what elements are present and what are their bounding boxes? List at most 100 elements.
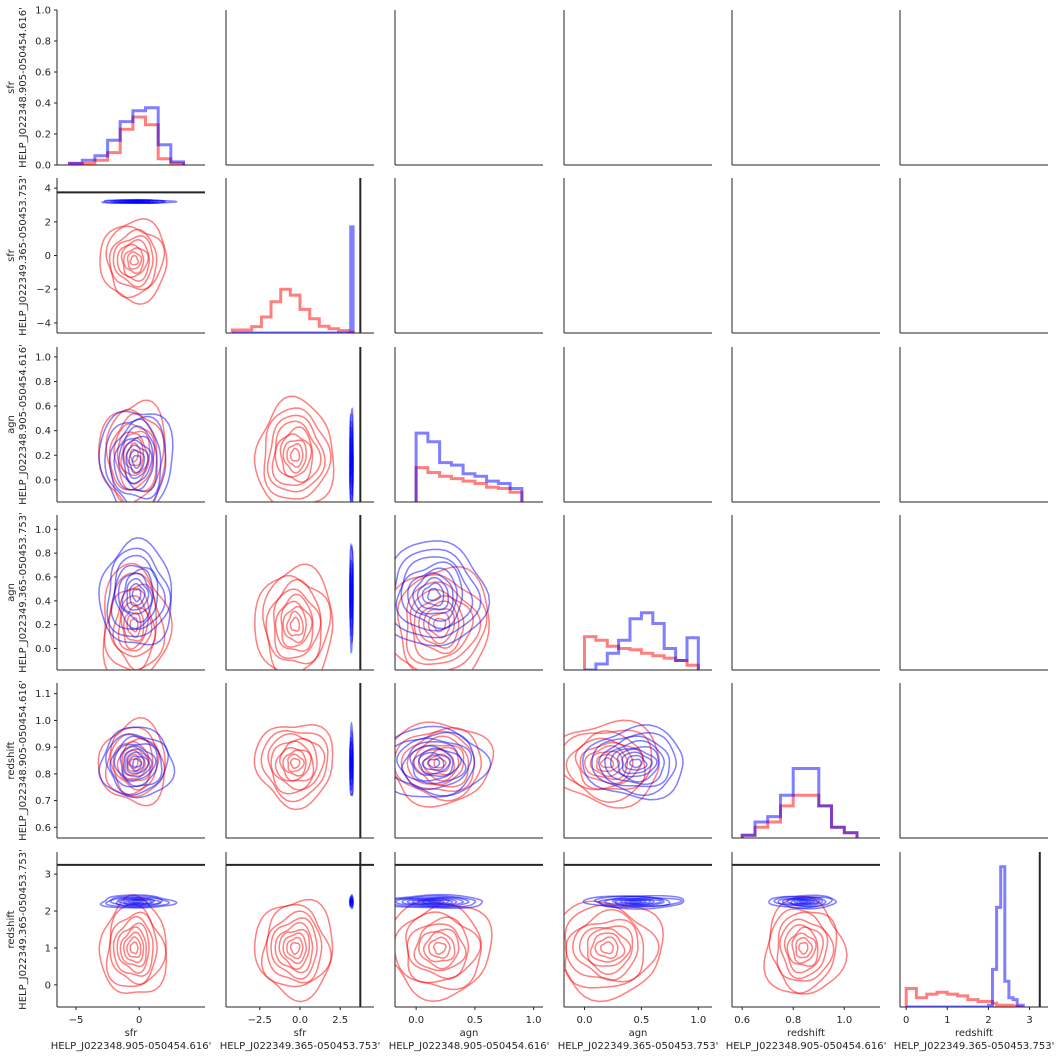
kde-0-row5-col3 [564, 900, 664, 1003]
kde-level-1-6-r5c0 [109, 896, 163, 908]
kde-level-0-5-r5c4 [779, 918, 829, 980]
hist-red-2 [414, 466, 524, 502]
kde-level-1-6-r3c2 [395, 556, 474, 632]
kde-level-1-7-r5c4 [773, 896, 833, 909]
xlabel-bottom-c3: HELP_J022349.365-050453.753' [558, 1041, 719, 1052]
xtick-label-c5-1: 1 [944, 1015, 950, 1026]
ytick-label-r4-0: 0.6 [35, 823, 51, 834]
kde-level-1-8-r4c1 [348, 721, 354, 796]
kde-level-1-2-r5c2 [417, 899, 450, 905]
kde-level-0-2-r5c1 [282, 932, 307, 965]
xlabel-bottom-c1: HELP_J022349.365-050453.753' [220, 1041, 381, 1052]
kde-level-1-8-r5c4 [768, 894, 837, 910]
kde-level-0-4-r2c0 [116, 430, 151, 485]
kde-level-1-3-r5c2 [411, 898, 454, 906]
ytick-label-r5-2: 2 [45, 907, 51, 918]
kde-level-0-7-r5c3 [564, 904, 660, 989]
kde-1-row4-col3 [582, 724, 684, 801]
xtick-label-c0-0: −5 [69, 1015, 84, 1026]
kde-level-1-2-r3c2 [416, 576, 449, 611]
kde-level-0-6-r5c4 [776, 911, 835, 982]
kde-level-1-8-r4c2 [395, 725, 492, 798]
kde-level-1-6-r4c0 [109, 735, 163, 788]
kde-level-0-2-r5c3 [589, 932, 626, 963]
kde-1-row5-col2 [395, 893, 484, 910]
kde-level-0-7-r2c0 [105, 408, 165, 502]
hist-red-4 [740, 793, 859, 838]
ytick-label-r0-3: 0.6 [35, 68, 51, 79]
kde-level-0-6-r2c1 [266, 414, 326, 493]
xtick-label-c5-3: 3 [1026, 1015, 1032, 1026]
kde-level-0-3-r5c4 [786, 926, 819, 968]
ytick-label-r0-5: 1.0 [35, 6, 51, 17]
kde-level-1-2-r3c0 [126, 577, 150, 611]
kde-level-0-6-r3c2 [405, 581, 482, 665]
kde-level-1-2-r5c3 [619, 899, 652, 905]
ytick-label-r4-5: 1.1 [35, 689, 51, 700]
kde-1-row5-col4 [768, 894, 837, 910]
kde-level-0-5-r5c0 [112, 915, 154, 977]
kde-level-1-4-r4c2 [409, 745, 463, 782]
kde-level-1-0-r4c3 [629, 758, 642, 769]
kde-level-0-2-r5c0 [123, 931, 145, 964]
kde-level-0-0-r3c1 [289, 616, 301, 632]
ytick-label-r4-1: 0.7 [35, 796, 51, 807]
kde-level-1-8-r5c3 [582, 894, 685, 910]
kde-level-1-2-r4c0 [126, 751, 150, 775]
hist-blue-2 [414, 431, 524, 502]
kde-level-0-4-r5c4 [783, 924, 824, 974]
kde-1-row4-col2 [395, 725, 492, 798]
hist-red-1 [230, 287, 355, 333]
kde-level-0-2-r2c1 [282, 439, 307, 474]
kde-level-1-5-r5c2 [401, 897, 465, 907]
kde-level-1-3-r3c2 [412, 572, 454, 615]
kde-level-1-8-r5c0 [99, 894, 178, 909]
xtick-label-c3-2: 1.0 [690, 1015, 706, 1026]
kde-0-row5-col2 [395, 900, 493, 1003]
kde-1-row4-col1 [348, 721, 354, 797]
kde-level-0-7-r5c1 [260, 903, 332, 988]
kde-level-0-8-r4c2 [395, 721, 495, 808]
kde-level-0-4-r5c0 [116, 922, 150, 974]
kde-1-row2-col1 [348, 407, 354, 502]
kde-level-1-4-r4c0 [119, 744, 157, 782]
kde-level-1-4-r5c3 [611, 897, 663, 906]
kde-level-1-4-r5c0 [118, 898, 155, 907]
kde-level-1-4-r3c2 [407, 567, 458, 623]
kde-level-1-2-r4c3 [621, 751, 653, 775]
xtick-label-c2-1: 0.5 [467, 1015, 483, 1026]
kde-level-0-8-r4c1 [253, 724, 334, 811]
kde-level-0-7-r3c1 [262, 574, 332, 670]
kde-level-0-8-r1c0 [99, 218, 168, 305]
kde-level-1-0-r4c2 [426, 758, 441, 769]
kde-level-0-7-r4c3 [564, 729, 653, 803]
kde-level-0-2-r5c4 [791, 932, 817, 964]
kde-1-row3-col2 [395, 540, 491, 647]
ylabel-top-r4: redshift [6, 741, 17, 779]
ylabel-top-r1: sfr [6, 248, 17, 262]
xtick-label-c1-2: 2.5 [332, 1015, 348, 1026]
kde-level-0-3-r5c0 [119, 926, 147, 968]
hist-red-5 [904, 987, 1024, 1007]
kde-level-1-8-r5c1 [348, 894, 354, 910]
kde-0-row5-col1 [253, 898, 334, 1003]
kde-level-1-5-r3c2 [400, 561, 464, 630]
xlabel-top-c2: agn [460, 1028, 479, 1039]
kde-level-1-7-r3c0 [106, 547, 172, 638]
ylabel-top-r2: agn [6, 415, 17, 434]
xtick-label-c2-0: 0.0 [408, 1015, 424, 1026]
ylabel-top-r0: sfr [6, 80, 17, 94]
xlabel-bottom-c5: HELP_J022349.365-050453.753' [894, 1041, 1055, 1052]
kde-level-1-4-r5c4 [786, 898, 821, 906]
kde-level-1-7-r5c2 [395, 895, 477, 908]
kde-level-0-8-r4c3 [564, 719, 661, 809]
kde-level-0-4-r5c2 [413, 923, 467, 972]
ylabel-bottom-r4: HELP_J022348.905-050454.616' [18, 680, 29, 841]
kde-level-0-1-r3c1 [286, 610, 304, 637]
xlabel-top-c5: redshift [955, 1028, 993, 1039]
kde-level-1-1-r3c0 [128, 583, 146, 607]
kde-level-0-6-r4c1 [267, 733, 326, 795]
xlabel-bottom-c0: HELP_J022348.905-050454.616' [51, 1041, 212, 1052]
kde-level-0-3-r5c2 [418, 928, 460, 970]
ylabel-bottom-r3: HELP_J022349.365-050453.753' [18, 512, 29, 673]
